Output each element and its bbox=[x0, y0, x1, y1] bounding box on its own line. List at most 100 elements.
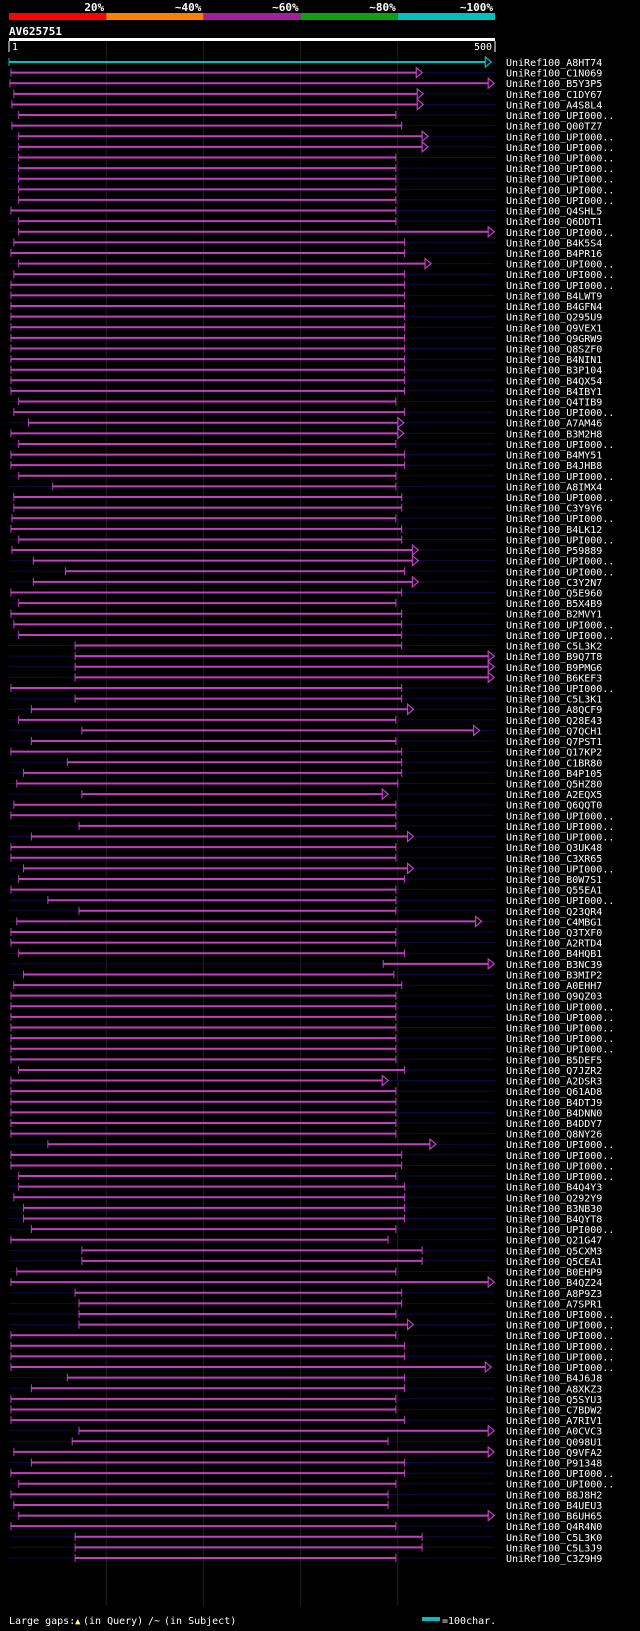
hit-row[interactable]: UniRef100_UPI000.. bbox=[9, 225, 614, 239]
hit-row[interactable]: UniRef100_B3MIP2 bbox=[9, 970, 602, 981]
hit-row[interactable]: UniRef100_B4Q4Y3 bbox=[9, 1182, 602, 1194]
hit-row[interactable]: UniRef100_UPI000.. bbox=[9, 830, 614, 844]
hit-row[interactable]: UniRef100_B3M2H8 bbox=[9, 427, 602, 440]
hit-row[interactable]: UniRef100_Q9VFA2 bbox=[9, 1445, 602, 1459]
hit-label[interactable]: UniRef100_Q9GRW9 bbox=[506, 334, 602, 345]
hit-label[interactable]: UniRef100_C5L3K1 bbox=[506, 695, 602, 706]
hit-label[interactable]: UniRef100_UPI000.. bbox=[506, 1172, 614, 1183]
hit-row[interactable]: UniRef100_UPI000.. bbox=[9, 140, 614, 154]
hit-label[interactable]: UniRef100_B9PMG6 bbox=[506, 663, 602, 674]
hit-label[interactable]: UniRef100_A2RTD4 bbox=[506, 939, 602, 950]
hit-row[interactable]: UniRef100_UPI000.. bbox=[9, 129, 614, 143]
hit-row[interactable]: UniRef100_UPI000.. bbox=[9, 1331, 614, 1342]
hit-label[interactable]: UniRef100_A7RIV1 bbox=[506, 1416, 602, 1427]
hit-label[interactable]: UniRef100_Q21G47 bbox=[506, 1236, 602, 1247]
hit-row[interactable]: UniRef100_B4NIN1 bbox=[9, 355, 602, 366]
hit-row[interactable]: UniRef100_Q4SHL5 bbox=[9, 206, 602, 218]
hit-row[interactable]: UniRef100_UPI000.. bbox=[9, 185, 614, 196]
hit-row[interactable]: UniRef100_A7SPR1 bbox=[9, 1299, 602, 1310]
hit-label[interactable]: UniRef100_UPI000.. bbox=[506, 1161, 614, 1172]
hit-label[interactable]: UniRef100_B4DDY7 bbox=[506, 1119, 602, 1130]
hit-row[interactable]: UniRef100_A8P9Z3 bbox=[9, 1288, 602, 1300]
hit-row[interactable]: UniRef100_B4J6J8 bbox=[9, 1373, 602, 1385]
hit-label[interactable]: UniRef100_UPI000.. bbox=[506, 896, 614, 907]
hit-label[interactable]: UniRef100_B4IBY1 bbox=[506, 387, 602, 398]
hit-label[interactable]: UniRef100_C5L3K2 bbox=[506, 642, 602, 653]
hit-row[interactable]: UniRef100_A8XKZ3 bbox=[9, 1384, 602, 1395]
hit-label[interactable]: UniRef100_C5L3K0 bbox=[506, 1533, 602, 1544]
hit-row[interactable]: UniRef100_UPI000.. bbox=[9, 493, 614, 504]
hit-label[interactable]: UniRef100_A8P9Z3 bbox=[506, 1289, 602, 1300]
hit-row[interactable]: UniRef100_Q28E43 bbox=[9, 715, 602, 727]
hit-row[interactable]: UniRef100_A0CVC3 bbox=[9, 1424, 602, 1438]
hit-label[interactable]: UniRef100_Q4TIB9 bbox=[506, 398, 602, 409]
hit-row[interactable]: UniRef100_A2RTD4 bbox=[9, 938, 602, 950]
hit-label[interactable]: UniRef100_UPI000.. bbox=[506, 811, 614, 822]
hit-label[interactable]: UniRef100_UPI000.. bbox=[506, 153, 614, 164]
hit-row[interactable]: UniRef100_Q4TIB9 bbox=[9, 397, 602, 409]
hit-label[interactable]: UniRef100_C7BDW2 bbox=[506, 1405, 602, 1416]
hit-row[interactable]: UniRef100_C3Y9Y6 bbox=[9, 503, 602, 515]
hit-row[interactable]: UniRef100_B4DDY7 bbox=[9, 1119, 602, 1130]
hit-row[interactable]: UniRef100_C5L3K2 bbox=[9, 641, 602, 653]
hit-label[interactable]: UniRef100_B4LWT9 bbox=[506, 291, 602, 302]
hit-row[interactable]: UniRef100_Q8SZF0 bbox=[9, 344, 602, 355]
hit-label[interactable]: UniRef100_B4K5S4 bbox=[506, 238, 602, 249]
hit-row[interactable]: UniRef100_C4MBG1 bbox=[9, 915, 602, 928]
hit-label[interactable]: UniRef100_UPI000.. bbox=[506, 175, 614, 186]
hit-row[interactable]: UniRef100_UPI000.. bbox=[9, 439, 614, 451]
hit-label[interactable]: UniRef100_UPI000.. bbox=[506, 1034, 614, 1045]
hit-row[interactable]: UniRef100_Q5SYU3 bbox=[9, 1394, 602, 1406]
hit-row[interactable]: UniRef100_UPI000.. bbox=[9, 408, 614, 419]
hit-row[interactable]: UniRef100_UPI000.. bbox=[9, 554, 614, 568]
hit-label[interactable]: UniRef100_B4DTJ9 bbox=[506, 1098, 602, 1109]
hit-row[interactable]: UniRef100_A2EQX5 bbox=[9, 787, 602, 801]
hit-row[interactable]: UniRef100_B9PMG6 bbox=[9, 660, 602, 674]
hit-label[interactable]: UniRef100_A2EQX5 bbox=[506, 790, 602, 801]
hit-label[interactable]: UniRef100_Q292Y9 bbox=[506, 1193, 602, 1204]
hit-row[interactable]: UniRef100_A8HT74 bbox=[8, 55, 602, 69]
hit-row[interactable]: UniRef100_B4K5S4 bbox=[9, 238, 602, 249]
hit-row[interactable]: UniRef100_UPI000.. bbox=[9, 164, 614, 175]
hit-label[interactable]: UniRef100_Q3TXF0 bbox=[506, 928, 602, 939]
hit-row[interactable]: UniRef100_B0EHP9 bbox=[9, 1267, 602, 1279]
hit-label[interactable]: UniRef100_C5L3J9 bbox=[506, 1543, 602, 1554]
hit-label[interactable]: UniRef100_UPI000.. bbox=[506, 1480, 614, 1491]
hit-label[interactable]: UniRef100_B3P104 bbox=[506, 366, 602, 377]
hit-label[interactable]: UniRef100_UPI000.. bbox=[506, 620, 614, 631]
hit-row[interactable]: UniRef100_C7BDW2 bbox=[9, 1405, 602, 1416]
hit-row[interactable]: UniRef100_Q21G47 bbox=[9, 1235, 602, 1247]
hit-row[interactable]: UniRef100_Q6DDT1 bbox=[9, 217, 602, 228]
hit-label[interactable]: UniRef100_Q9VFA2 bbox=[506, 1448, 602, 1459]
hit-row[interactable]: UniRef100_UPI000.. bbox=[9, 111, 614, 122]
hit-row[interactable]: UniRef100_UPI000.. bbox=[9, 1469, 614, 1480]
hit-label[interactable]: UniRef100_A0CVC3 bbox=[506, 1427, 602, 1438]
hit-label[interactable]: UniRef100_B3M2H8 bbox=[506, 429, 602, 440]
hit-row[interactable]: UniRef100_UPI000.. bbox=[9, 1360, 614, 1374]
hit-row[interactable]: UniRef100_C3Z9H9 bbox=[9, 1554, 602, 1565]
hit-label[interactable]: UniRef100_UPI000.. bbox=[506, 864, 614, 875]
hit-row[interactable]: UniRef100_Q5HZ80 bbox=[9, 779, 602, 790]
hit-label[interactable]: UniRef100_Q3UK48 bbox=[506, 843, 602, 854]
hit-label[interactable]: UniRef100_B4QYT8 bbox=[506, 1214, 602, 1225]
hit-label[interactable]: UniRef100_Q5SYU3 bbox=[506, 1395, 602, 1406]
hit-label[interactable]: UniRef100_Q4SHL5 bbox=[506, 207, 602, 218]
hit-row[interactable]: UniRef100_B4QX54 bbox=[9, 376, 602, 387]
hit-label[interactable]: UniRef100_UPI000.. bbox=[506, 196, 614, 207]
hit-label[interactable]: UniRef100_B4QX54 bbox=[506, 376, 602, 387]
hit-row[interactable]: UniRef100_B5Y3P5 bbox=[9, 76, 602, 90]
hit-row[interactable]: UniRef100_B4JHB8 bbox=[9, 461, 602, 472]
hit-row[interactable]: UniRef100_C5L3J9 bbox=[9, 1543, 602, 1554]
hit-row[interactable]: UniRef100_UPI000.. bbox=[9, 1012, 614, 1024]
hit-row[interactable]: UniRef100_Q7PST1 bbox=[9, 737, 602, 748]
hit-label[interactable]: UniRef100_Q17KP2 bbox=[506, 748, 602, 759]
hit-row[interactable]: UniRef100_UPI000.. bbox=[9, 153, 614, 164]
hit-label[interactable]: UniRef100_UPI000.. bbox=[506, 408, 614, 419]
hit-row[interactable]: UniRef100_UPI000.. bbox=[9, 1137, 614, 1151]
hit-row[interactable]: UniRef100_UPI000.. bbox=[9, 821, 614, 833]
hit-label[interactable]: UniRef100_C1BR80 bbox=[506, 758, 602, 769]
hit-row[interactable]: UniRef100_UPI000.. bbox=[9, 195, 614, 207]
hit-row[interactable]: UniRef100_Q6QQT0 bbox=[9, 800, 602, 812]
hit-row[interactable]: UniRef100_P91348 bbox=[9, 1458, 602, 1470]
hit-row[interactable]: UniRef100_B4P105 bbox=[9, 768, 602, 780]
